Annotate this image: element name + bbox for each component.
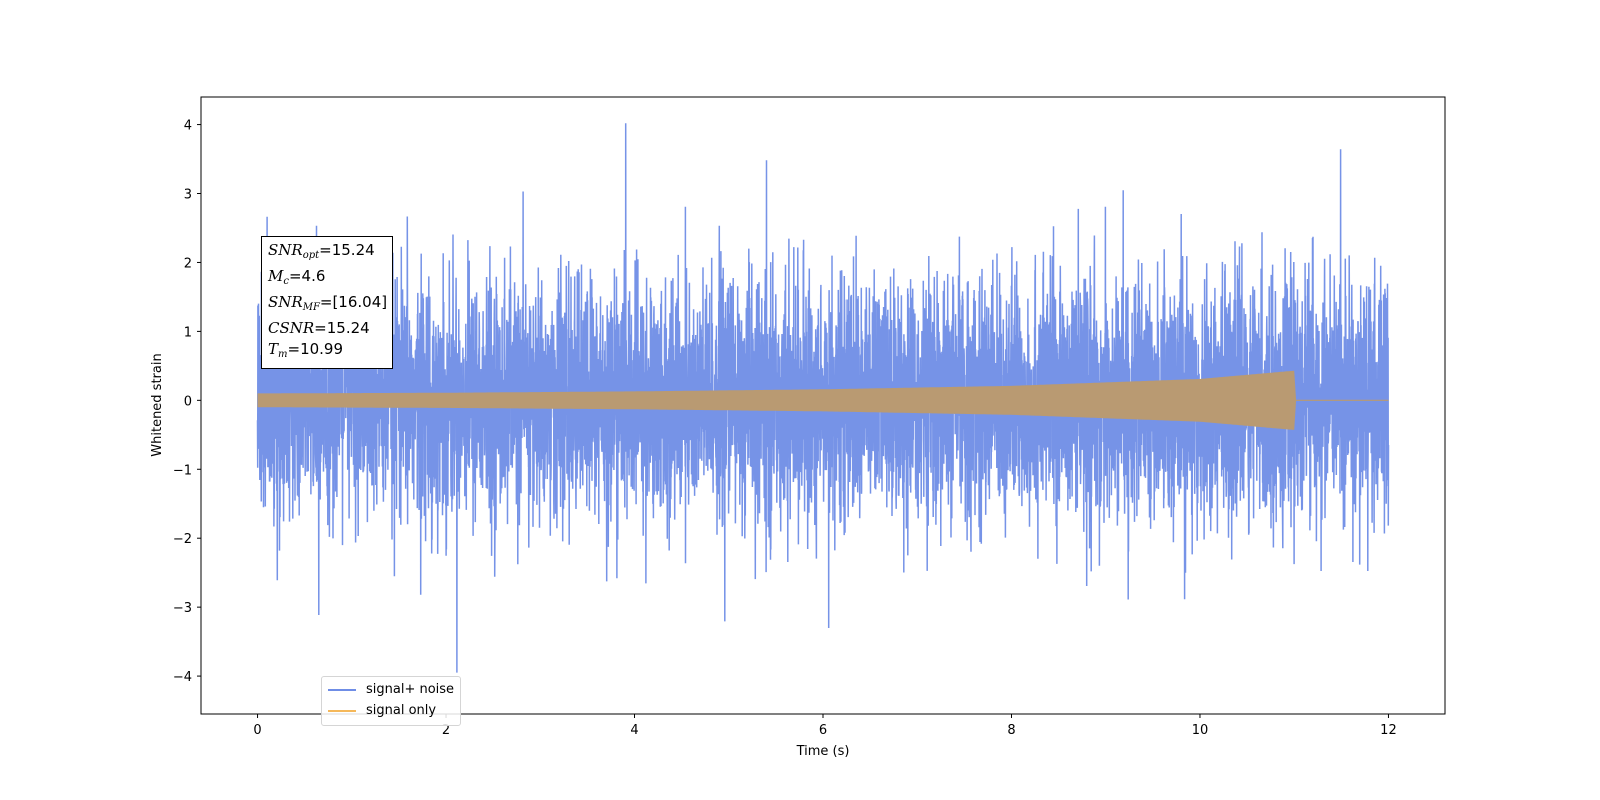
- legend-item-signal-noise: signal+ noise: [328, 679, 454, 700]
- x-axis-ticks: 0 2 4 6 8 10 12: [253, 714, 1397, 738]
- annotation-value: =15.24: [319, 241, 375, 259]
- y-tick-label: −1: [173, 463, 192, 478]
- annotation-line: Tm=10.99: [268, 339, 387, 365]
- y-tick-label: 3: [184, 188, 192, 203]
- legend-label-signal-only: signal only: [366, 703, 437, 718]
- annotation-value: =10.99: [287, 340, 344, 358]
- annotation-subscript: MF: [302, 302, 320, 313]
- annotation-symbol: CSNR: [268, 319, 315, 337]
- x-tick-label: 8: [1007, 723, 1015, 738]
- x-tick-label: 4: [630, 723, 638, 738]
- annotation-line: Mc=4.6: [268, 266, 387, 292]
- annotation-subscript: opt: [302, 250, 320, 261]
- y-axis-label: Whitened strain: [150, 353, 165, 456]
- plot-area: [256, 123, 1390, 673]
- legend: signal+ noise signal only: [321, 676, 462, 726]
- legend-label-signal-noise: signal+ noise: [366, 682, 455, 697]
- x-tick-label: 12: [1380, 723, 1397, 738]
- annotation-symbol: SNR: [268, 293, 303, 311]
- y-tick-label: 4: [184, 119, 192, 134]
- annotation-value: =[16.04]: [319, 293, 388, 311]
- stats-annotation-box: SNRopt=15.24 Mc=4.6 SNRMF=[16.04] CSNR=15.2…: [261, 236, 394, 369]
- annotation-value: =4.6: [288, 267, 326, 285]
- annotation-line: SNRopt=15.24: [268, 240, 387, 266]
- y-tick-label: 2: [184, 256, 192, 271]
- y-tick-label: 0: [184, 394, 192, 409]
- annotation-value: =15.24: [314, 319, 370, 337]
- y-tick-label: −3: [173, 601, 192, 616]
- annotation-subscript: c: [283, 276, 289, 287]
- annotation-symbol: M: [268, 267, 284, 285]
- x-tick-label: 6: [819, 723, 827, 738]
- y-tick-label: 1: [184, 325, 192, 340]
- annotation-subscript: m: [278, 349, 288, 360]
- x-tick-label: 10: [1192, 723, 1209, 738]
- annotation-symbol: SNR: [268, 241, 303, 259]
- y-tick-label: −4: [173, 670, 192, 685]
- legend-item-signal-only: signal only: [328, 700, 454, 721]
- signal-envelope: [257, 370, 1389, 430]
- annotation-line: CSNR=15.24: [268, 318, 387, 339]
- legend-swatch-signal-noise: [328, 688, 356, 691]
- x-tick-label: 2: [442, 723, 450, 738]
- annotation-line: SNRMF=[16.04]: [268, 292, 387, 318]
- x-tick-label: 0: [253, 723, 261, 738]
- y-axis-ticks: −4 −3 −2 −1 0 1 2 3 4: [173, 119, 201, 685]
- annotation-symbol: T: [268, 340, 279, 358]
- y-tick-label: −2: [173, 532, 192, 547]
- x-axis-label: Time (s): [796, 744, 850, 759]
- legend-swatch-signal-only: [328, 709, 356, 712]
